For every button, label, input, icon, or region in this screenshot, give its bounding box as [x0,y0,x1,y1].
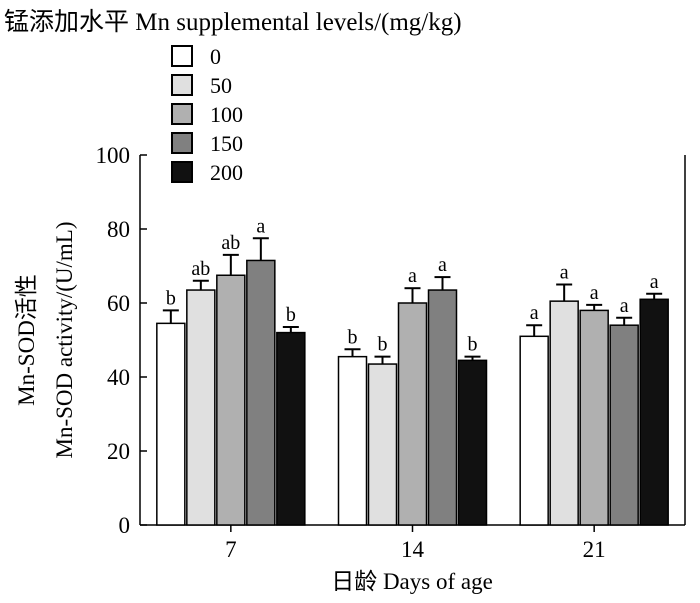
bar [549,300,579,526]
significance-label: ab [191,258,210,280]
legend-label: 150 [210,131,243,156]
legend-swatch [171,132,193,154]
bar [246,259,276,526]
x-tick-label: 21 [583,537,606,562]
y-ticks: 0 20 40 60 80 100 [96,143,147,538]
significance-label: b [468,334,478,356]
y-tick-label: 100 [96,143,131,168]
significance-label: a [408,265,417,287]
bar [337,355,368,526]
y-tick-label: 0 [119,513,131,538]
y-tick-label: 60 [107,291,130,316]
legend-label: 50 [210,73,232,98]
significance-label: a [256,215,265,237]
significance-label: a [620,295,629,317]
legend-title: 锰添加水平 Mn supplemental levels/(mg/kg) [4,8,462,36]
significance-label: a [438,254,447,276]
y-tick-label: 40 [107,365,130,390]
y-tick-label: 20 [107,439,130,464]
y-tick-label: 80 [107,217,130,242]
bar [579,309,609,526]
legend-label: 200 [210,160,243,185]
x-tick-label: 7 [225,537,237,562]
legend-swatch [171,103,193,125]
legend-swatch [171,161,193,183]
bar [186,289,216,526]
bar [276,331,306,526]
bar [609,324,639,526]
significance-label: a [650,271,659,293]
bar [156,322,186,526]
bar [397,302,428,526]
significance-label: b [378,334,388,356]
significance-label: ab [221,232,240,254]
bar [216,274,246,526]
bar [639,298,669,526]
significance-label: b [348,326,358,348]
significance-label: b [286,304,296,326]
bar [457,359,488,526]
significance-label: a [590,282,599,304]
significance-label: a [530,302,539,324]
legend-label: 0 [210,44,221,69]
bar [519,335,549,526]
x-ticks: 7 14 21 [225,525,606,562]
bar [367,363,398,526]
significance-label: a [560,262,569,284]
bar [427,289,458,526]
legend-swatch [171,74,193,96]
y-axis-label-cn: Mn-SOD活性 [14,274,39,406]
legend: 0 50 100 150 200 [171,44,243,185]
legend-label: 100 [210,102,243,127]
significance-label: b [166,287,176,309]
x-tick-label: 14 [401,537,425,562]
y-axis-label-en: Mn-SOD activity/(U/mL) [52,222,77,459]
legend-swatch [171,45,193,67]
x-axis-label: 日龄 Days of age [331,569,493,594]
